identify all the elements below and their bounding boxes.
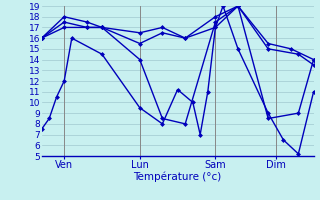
X-axis label: Température (°c): Température (°c) [133, 172, 222, 182]
